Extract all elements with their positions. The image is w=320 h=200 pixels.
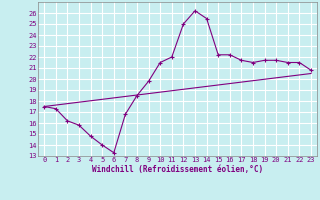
X-axis label: Windchill (Refroidissement éolien,°C): Windchill (Refroidissement éolien,°C) <box>92 165 263 174</box>
